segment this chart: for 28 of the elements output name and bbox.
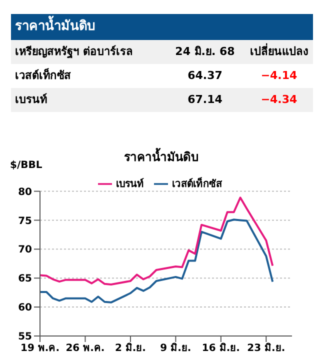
y-tick-label: 55 [18, 332, 32, 343]
chart-title: ราคาน้ำมันดิบ [124, 150, 199, 164]
text: 67.14 [186, 92, 224, 108]
text: เวสต์เท็กซัส [14, 67, 72, 84]
x-tick-label: 9 มิ.ย. [160, 342, 192, 354]
line-series [40, 218, 274, 304]
x-tick-label: 26 พ.ค. [66, 343, 105, 354]
line-series [40, 196, 274, 286]
text: ราคาน้ำมันดิบ [11, 14, 313, 40]
text: −4.34 [260, 92, 298, 108]
text: −4.14 [260, 68, 298, 84]
x-tick-label: 2 มิ.ย. [114, 342, 146, 354]
text: 64.37 [186, 68, 224, 84]
y-tick-label: 60 [18, 302, 32, 314]
text: เปลี่ยนแปลง [249, 42, 309, 60]
legend-label: เวสต์เท็กซัส [172, 179, 222, 190]
y-tick-label: 80 [18, 186, 32, 198]
x-tick-label: 16 มิ.ย. [202, 342, 240, 354]
text: เหรียญสหรัฐฯ ต่อบาร์เรล [14, 44, 134, 60]
text: 24 มิ.ย. 68 [174, 44, 236, 60]
x-tick-label: 23 มิ.ย. [247, 342, 286, 354]
y-axis-title: $/BBL [10, 160, 42, 171]
x-tick-label: 19 พ.ค. [20, 343, 60, 354]
text: เบรนท์ [14, 92, 48, 108]
y-tick-label: 75 [18, 216, 32, 227]
y-tick-label: 65 [18, 274, 32, 285]
y-tick-label: 70 [18, 244, 32, 256]
legend-label: เบรนท์ [116, 179, 144, 190]
